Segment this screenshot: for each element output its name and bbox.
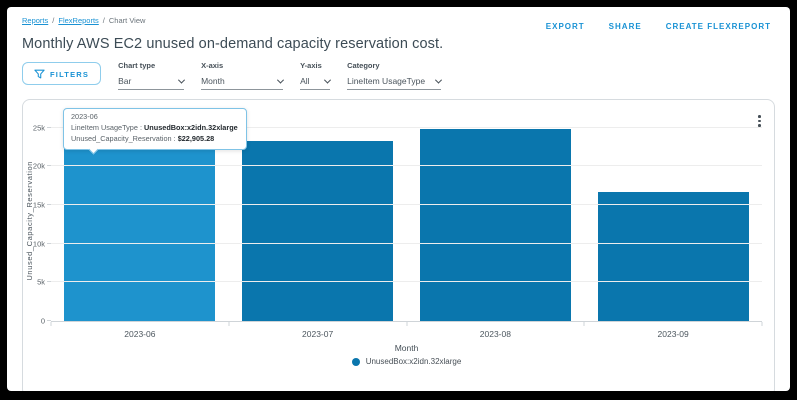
x-axis-label: X-axis [201,61,224,70]
gridline [51,165,762,167]
category-value: LineItem UsageType [347,76,426,86]
category-label: Category [347,61,380,70]
category-control: Category LineItem UsageType [347,61,443,90]
plot-area: 0 5k 10k 15k 20k 25k [33,120,763,326]
y-tick-mark [47,242,51,244]
y-tick-label: 10k [32,239,45,249]
y-tick-label: 25k [32,123,45,133]
gridline [51,281,762,283]
x-axis-control: X-axis Month [201,61,285,90]
export-button[interactable]: EXPORT [545,22,585,31]
y-tick-label: 5k [37,277,45,287]
breadcrumb: Reports / FlexReports / Chart View [22,16,145,25]
legend-dot-icon [351,357,360,366]
header-actions: EXPORT SHARE CREATE FLEXREPORT [546,22,771,31]
x-tick-mark [583,322,585,326]
chart-type-control: Chart type Bar [118,61,186,90]
x-axis-select[interactable]: Month [201,76,285,90]
bar-2023-09[interactable] [597,191,749,321]
bar-slot [51,120,229,321]
gridline [51,126,762,128]
legend-label: UnusedBox:x2idn.32xlarge [365,357,462,366]
filters-button-label: FILTERS [50,69,90,79]
y-tick-mark [47,320,51,321]
chart-tooltip: 2023-06 LineItem UsageType : UnusedBox:x… [63,108,247,155]
bar-2023-07[interactable] [242,141,394,321]
breadcrumb-separator: / [102,16,105,25]
x-tick-label: 2023-08 [479,329,511,339]
x-tick-mark [406,322,407,326]
bar-slot [584,120,762,321]
breadcrumb-link-flexreports[interactable]: FlexReports [58,16,99,25]
y-tick-mark [47,281,51,283]
controls-row: FILTERS Chart type Bar X-axis Month Y-ax… [22,61,775,90]
legend-item[interactable]: UnusedBox:x2idn.32xlarge [51,357,762,366]
y-tick-mark [47,165,51,167]
chart-panel: Unused_Capacity_Reservation 0 5k 10k 15k 20k… [22,99,775,391]
tooltip-row-value: Unused_Capacity_Reservation : $22,905.28 [71,133,215,143]
breadcrumb-separator: / [52,16,55,25]
breadcrumb-current: Chart View [108,16,146,25]
chart-menu-kebab-icon[interactable] [756,113,763,129]
y-tick-label: 20k [32,161,45,171]
bar-2023-06[interactable] [64,143,216,321]
chevron-down-icon [324,76,332,84]
chart-type-label: Chart type [118,61,156,70]
x-tick-label: 2023-09 [657,329,689,339]
breadcrumb-link-reports[interactable]: Reports [22,16,49,25]
bar-slot [407,120,585,321]
share-button[interactable]: SHARE [608,22,642,31]
gridline [51,204,762,206]
x-tick-mark [761,322,763,326]
y-axis-title-wrap: Unused_Capacity_Reservation [24,120,35,322]
x-axis-title: Month [394,343,419,353]
y-axis-label: Y-axis [300,61,322,70]
y-tick-mark [47,126,51,128]
chart-type-value: Bar [118,76,132,86]
top-bar: Reports / FlexReports / Chart View EXPOR… [22,16,775,31]
page: Reports / FlexReports / Chart View EXPOR… [7,7,790,391]
y-axis-select[interactable]: All [300,76,332,90]
bar-slot [229,120,407,321]
x-tick-label: 2023-06 [124,329,156,339]
filters-button[interactable]: FILTERS [22,62,102,85]
tooltip-title: 2023-06 [71,112,98,121]
y-axis-value: All [300,76,310,86]
category-select[interactable]: LineItem UsageType [347,76,443,90]
create-flexreport-button[interactable]: CREATE FLEXREPORT [665,22,771,31]
x-tick-mark [228,322,230,326]
filter-funnel-icon [34,69,45,79]
chart-type-select[interactable]: Bar [118,76,186,90]
gridline [51,242,762,244]
x-labels: 2023-06 2023-07 2023-08 2023-09 [51,329,762,339]
page-title: Monthly AWS EC2 unused on-demand capacit… [22,36,444,52]
y-axis-control: Y-axis All [300,61,332,90]
chevron-down-icon [178,76,186,84]
bar-2023-08[interactable] [419,128,571,321]
x-axis-value: Month [201,76,225,86]
y-tick-label: 0 [40,316,45,326]
x-tick-mark [50,322,52,326]
bars [51,120,762,321]
y-tick-mark [47,204,51,206]
chevron-down-icon [435,76,443,84]
tooltip-row-category: LineItem UsageType : UnusedBox:x2idn.32x… [71,122,238,132]
y-axis-title: Unused_Capacity_Reservation [25,161,34,281]
y-tick-label: 15k [32,200,45,210]
x-tick-label: 2023-07 [302,329,334,339]
chevron-down-icon [277,76,285,84]
